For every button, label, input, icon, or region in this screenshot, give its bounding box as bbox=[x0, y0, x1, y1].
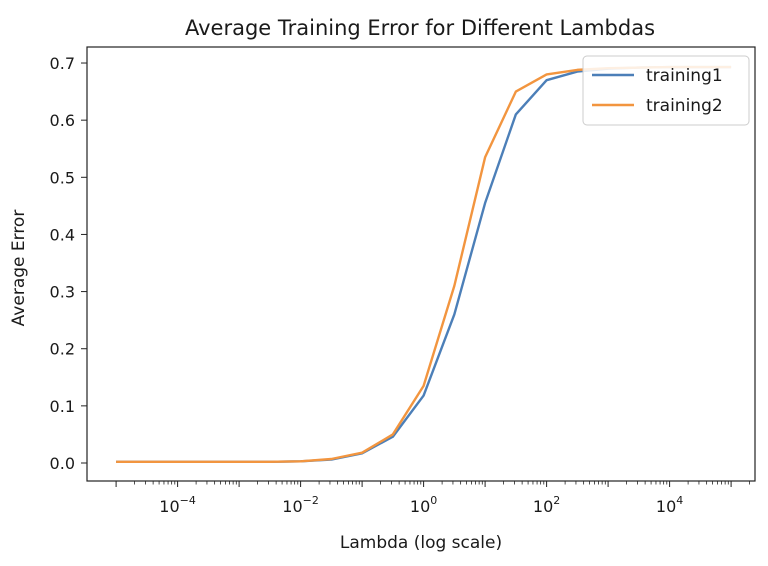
y-tick-label: 0.7 bbox=[50, 54, 75, 73]
chart-title: Average Training Error for Different Lam… bbox=[185, 16, 655, 40]
x-tick-label: 10−2 bbox=[282, 494, 319, 516]
series-layer bbox=[116, 65, 732, 464]
y-tick-label: 0.4 bbox=[50, 225, 75, 244]
y-axis: 0.0 0.1 0.2 0.3 0.4 0.5 0.6 0.7 bbox=[50, 54, 87, 473]
x-tick-label: 100 bbox=[410, 494, 437, 516]
x-tick-label: 10−4 bbox=[159, 494, 196, 516]
y-axis-label: Average Error bbox=[9, 210, 29, 327]
legend-label: training2 bbox=[646, 96, 723, 116]
series-line-training2 bbox=[116, 65, 732, 464]
legend-label: training1 bbox=[646, 66, 723, 86]
y-tick-label: 0.3 bbox=[50, 283, 75, 302]
y-tick-label: 0.5 bbox=[50, 168, 75, 187]
legend-box bbox=[582, 55, 750, 126]
series-line-training1 bbox=[116, 65, 732, 464]
x-axis-label: Lambda (log scale) bbox=[340, 533, 502, 553]
x-tick-label: 104 bbox=[656, 494, 683, 516]
y-tick-label: 0.1 bbox=[50, 397, 75, 416]
y-tick-label: 0.6 bbox=[50, 111, 75, 130]
y-tick-label: 0.0 bbox=[50, 454, 75, 473]
x-tick-label: 102 bbox=[533, 494, 560, 516]
x-axis: 10−4 10−2 100 102 104 bbox=[115, 481, 751, 516]
y-tick-label: 0.2 bbox=[50, 340, 75, 359]
legend: training1 training2 bbox=[582, 55, 750, 126]
